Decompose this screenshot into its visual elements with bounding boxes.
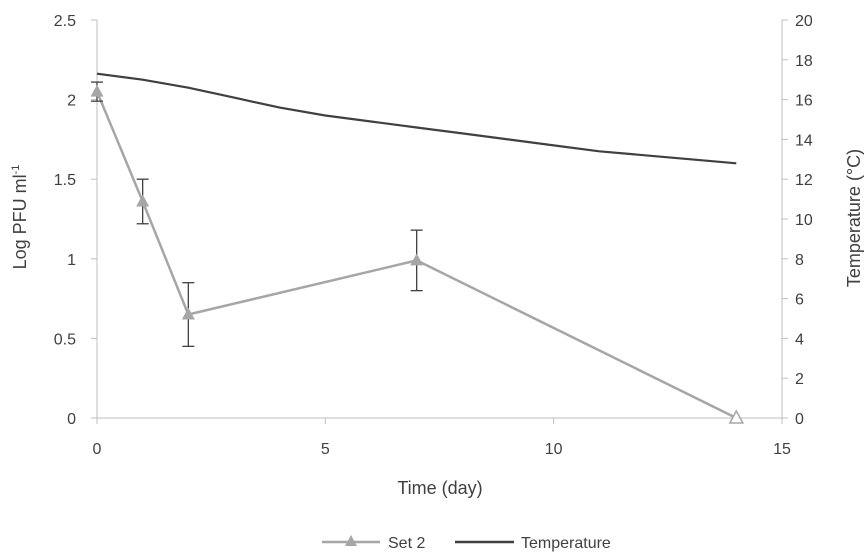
set2-point [410,253,424,266]
x-tick-label: 0 [93,441,102,458]
y-tick-label: 1 [67,252,76,269]
y-tick-label: 2.5 [54,13,76,30]
y-axis-title-main: Log PFU ml [10,174,30,269]
y2-tick-label: 8 [795,252,804,269]
y2-tick-label: 16 [795,93,813,110]
temperature-line [96,72,737,165]
legend-set2-marker [345,535,357,546]
y-tick-label: 0 [67,411,76,428]
y-tick-label: 2 [67,93,76,110]
set2-point [90,84,104,97]
y2-tick-label: 12 [795,172,813,189]
x-tick-label: 5 [321,441,330,458]
set2-point [181,307,195,320]
legend-temperature-label: Temperature [521,535,611,552]
y-axis-title-superscript: -1 [10,165,22,175]
y2-tick-label: 20 [795,13,813,30]
x-tick-label: 10 [545,441,563,458]
y2-tick-label: 10 [795,212,813,229]
series-layer [90,72,745,424]
legend: Set 2 Temperature [322,535,611,552]
set2-point [136,194,150,207]
y2-tick-label: 4 [795,331,804,348]
y-tick-label: 1.5 [54,172,76,189]
axes-layer: 0 0.5 1 1.5 2 2.5 0 2 4 6 8 10 12 14 16 18 20 0 5 10 15 [54,13,813,458]
y-tick-label: 0.5 [54,331,76,348]
y2-tick-label: 2 [795,371,804,388]
y2-tick-label: 6 [795,292,804,309]
y2-tick-label: 14 [795,132,813,149]
y-axis-title: Log PFU ml-1 [10,165,30,270]
y2-tick-label: 18 [795,53,813,70]
x-axis-title: Time (day) [397,478,482,498]
x-tick-label: 15 [773,441,791,458]
y2-axis-title: Temperature (°C) [844,149,864,287]
set2-point [728,409,745,424]
y2-tick-label: 0 [795,411,804,428]
legend-set2-label: Set 2 [388,535,425,552]
